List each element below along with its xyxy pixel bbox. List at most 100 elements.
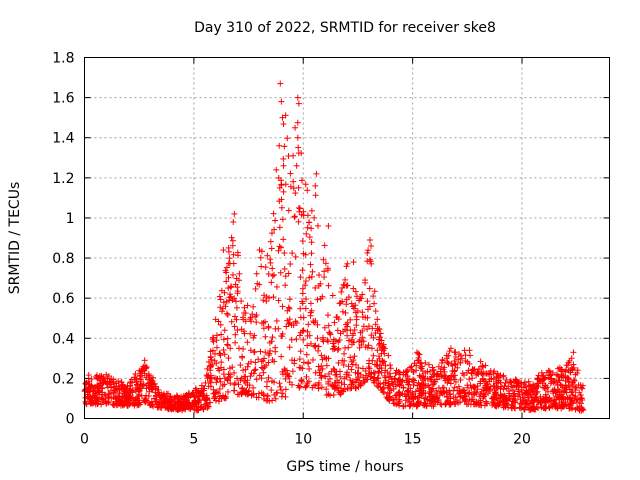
- data-point: [242, 318, 249, 325]
- data-point: [281, 250, 288, 257]
- data-point: [495, 383, 502, 390]
- data-point: [217, 378, 224, 385]
- data-point: [302, 282, 309, 289]
- data-point: [232, 331, 239, 338]
- data-point: [180, 401, 187, 408]
- data-point: [261, 395, 268, 402]
- data-point: [483, 400, 490, 407]
- data-point: [282, 393, 289, 400]
- data-point: [362, 277, 369, 284]
- data-point: [82, 400, 89, 407]
- data-point: [451, 349, 458, 356]
- data-point: [339, 284, 346, 291]
- y-tick-label: 1.6: [52, 91, 74, 107]
- data-point: [371, 375, 378, 382]
- data-point: [240, 388, 247, 395]
- data-point: [296, 356, 303, 363]
- data-point: [367, 258, 374, 265]
- data-point: [318, 372, 325, 379]
- data-point: [306, 219, 313, 226]
- data-point: [503, 376, 510, 383]
- data-point: [199, 393, 206, 400]
- data-point: [250, 303, 257, 310]
- data-point: [253, 376, 260, 383]
- data-point: [315, 222, 322, 229]
- data-point: [279, 114, 286, 121]
- data-point: [271, 391, 278, 398]
- data-point: [459, 394, 466, 401]
- data-point: [353, 322, 360, 329]
- data-point: [122, 387, 129, 394]
- data-point: [556, 364, 563, 371]
- data-point: [237, 377, 244, 384]
- data-point: [307, 261, 314, 268]
- data-point: [172, 396, 179, 403]
- data-point: [457, 359, 464, 366]
- data-point: [333, 314, 340, 321]
- data-point: [452, 361, 459, 368]
- data-point: [344, 282, 351, 289]
- data-point: [353, 379, 360, 386]
- data-point: [267, 347, 274, 354]
- data-point: [270, 210, 277, 217]
- data-point: [294, 94, 301, 101]
- data-point: [286, 296, 293, 303]
- data-point: [176, 402, 183, 409]
- data-point: [559, 384, 566, 391]
- data-point: [381, 389, 388, 396]
- data-point: [275, 247, 282, 254]
- data-point: [292, 124, 299, 131]
- data-point: [220, 247, 227, 254]
- data-point: [103, 371, 110, 378]
- data-point: [299, 300, 306, 307]
- data-point: [359, 365, 366, 372]
- data-point: [527, 405, 534, 412]
- data-point: [530, 381, 537, 388]
- data-point: [476, 366, 483, 373]
- data-point: [549, 369, 556, 376]
- data-point: [462, 352, 469, 359]
- data-point: [351, 353, 358, 360]
- data-point: [89, 392, 96, 399]
- plot-frame: [84, 57, 610, 419]
- data-point: [343, 263, 350, 270]
- y-tick-label: 1.2: [52, 171, 74, 187]
- data-point: [286, 305, 293, 312]
- data-point: [464, 384, 471, 391]
- data-point: [486, 371, 493, 378]
- data-point: [415, 356, 422, 363]
- data-point: [152, 385, 159, 392]
- data-point: [160, 393, 167, 400]
- data-point: [308, 207, 315, 214]
- data-point: [417, 364, 424, 371]
- data-point: [296, 332, 303, 339]
- data-point: [154, 389, 161, 396]
- data-point: [325, 282, 332, 289]
- data-point: [88, 399, 95, 406]
- data-point: [234, 290, 241, 297]
- data-point: [281, 265, 288, 272]
- data-point: [287, 261, 294, 268]
- data-point: [303, 382, 310, 389]
- data-point: [321, 274, 328, 281]
- data-point: [217, 321, 224, 328]
- data-point: [268, 387, 275, 394]
- data-point: [396, 396, 403, 403]
- data-point: [203, 372, 210, 379]
- data-point: [508, 379, 515, 386]
- data-point: [351, 326, 358, 333]
- data-point: [471, 383, 478, 390]
- data-point: [325, 322, 332, 329]
- data-point: [105, 391, 112, 398]
- data-point: [265, 352, 272, 359]
- data-point: [246, 382, 253, 389]
- data-point: [355, 364, 362, 371]
- data-point: [545, 398, 552, 405]
- data-point: [222, 267, 229, 274]
- data-point: [448, 360, 455, 367]
- data-point: [567, 400, 574, 407]
- data-point: [457, 376, 464, 383]
- data-point: [416, 385, 423, 392]
- data-point: [468, 370, 475, 377]
- data-point: [341, 350, 348, 357]
